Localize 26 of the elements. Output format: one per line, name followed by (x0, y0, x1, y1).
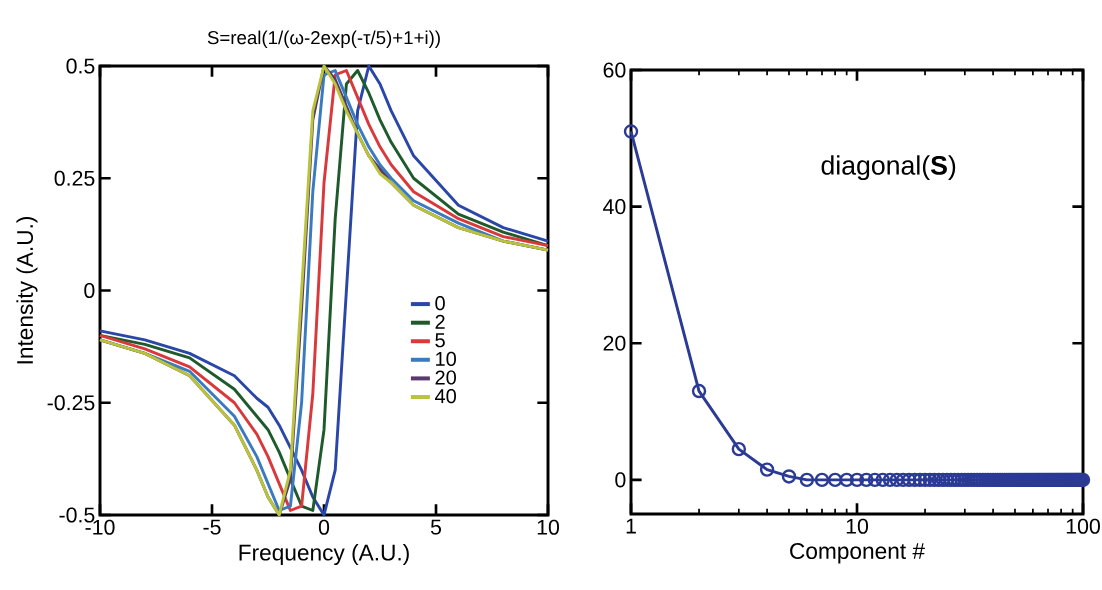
legend-label: 2 (435, 314, 445, 329)
y-tick-label: 60 (603, 62, 626, 78)
y-tick-label: 20 (603, 335, 626, 351)
x-axis-title: Frequency (A.U.) (239, 543, 409, 566)
legend-label: 20 (435, 370, 456, 385)
x-tick-label: 1 (626, 518, 636, 534)
legend-label: 5 (435, 333, 445, 348)
y-tick-label: 0 (84, 282, 95, 299)
y-tick-label: -0.25 (47, 395, 95, 411)
y-tick-label: 0 (615, 472, 626, 488)
annotation: diagonal(S) (821, 155, 956, 181)
x-tick-label: 10 (846, 518, 869, 534)
legend-label: 10 (436, 351, 456, 366)
x-tick-label: 100 (1066, 518, 1100, 534)
x-tick-label: 0 (318, 519, 330, 535)
legend-label: 0 (435, 296, 445, 311)
x-axis-title: Component # (790, 542, 925, 564)
x-tick-label: -5 (203, 519, 221, 535)
y-tick-label: 40 (603, 199, 626, 215)
legend-label: 40 (435, 389, 456, 404)
y-tick-label: 0.5 (66, 58, 95, 74)
y-axis-title: Intensity (A.U.) (16, 216, 38, 364)
x-tick-label: 5 (430, 519, 442, 535)
y-tick-label: 0.25 (54, 170, 95, 186)
chart-title: S=real(1/(ω-2exp(-τ/5)+1+i)) (207, 30, 440, 48)
x-tick-label: 10 (537, 519, 560, 535)
